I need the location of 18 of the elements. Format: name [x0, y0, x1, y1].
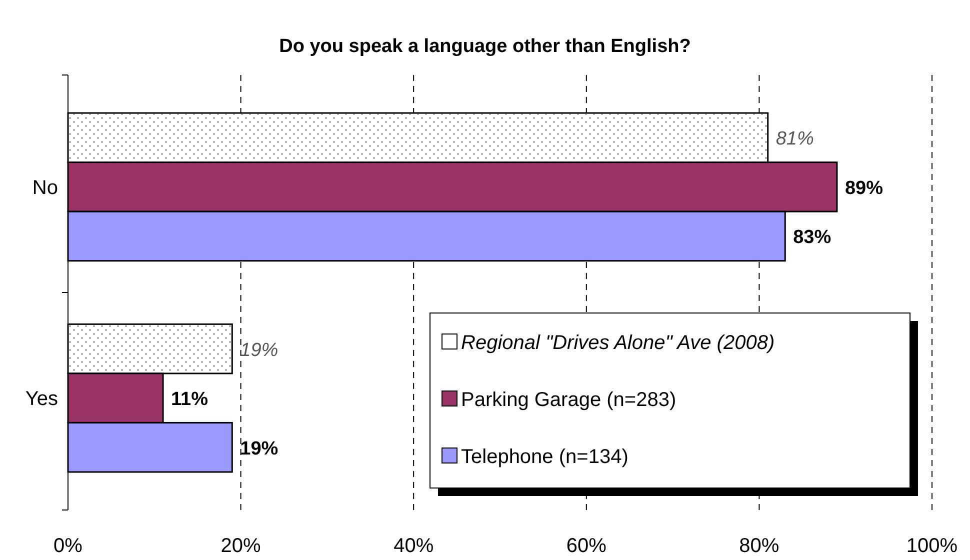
x-tick-label: 60% [566, 535, 607, 557]
data-label: 11% [171, 389, 208, 410]
legend-label: Parking Garage (n=283) [461, 389, 676, 411]
legend-label: Regional "Drives Alone" Ave (2008) [461, 332, 775, 354]
x-tick-label: 80% [739, 535, 780, 557]
y-tick-label: No [32, 176, 58, 199]
x-tick-label: 40% [394, 535, 434, 557]
data-label: 19% [240, 438, 278, 460]
y-tick-label: Yes [25, 388, 58, 410]
x-tick-label: 100% [906, 535, 958, 557]
data-label: 19% [240, 340, 278, 361]
data-label: 81% [776, 128, 814, 150]
x-tick-label: 20% [220, 535, 262, 557]
data-label: 83% [793, 227, 832, 248]
x-tick-label: 0% [54, 535, 83, 557]
chart-title: Do you speak a language other than English? [279, 36, 691, 57]
legend-label: Telephone (n=134) [461, 446, 628, 468]
data-label: 89% [844, 178, 884, 199]
